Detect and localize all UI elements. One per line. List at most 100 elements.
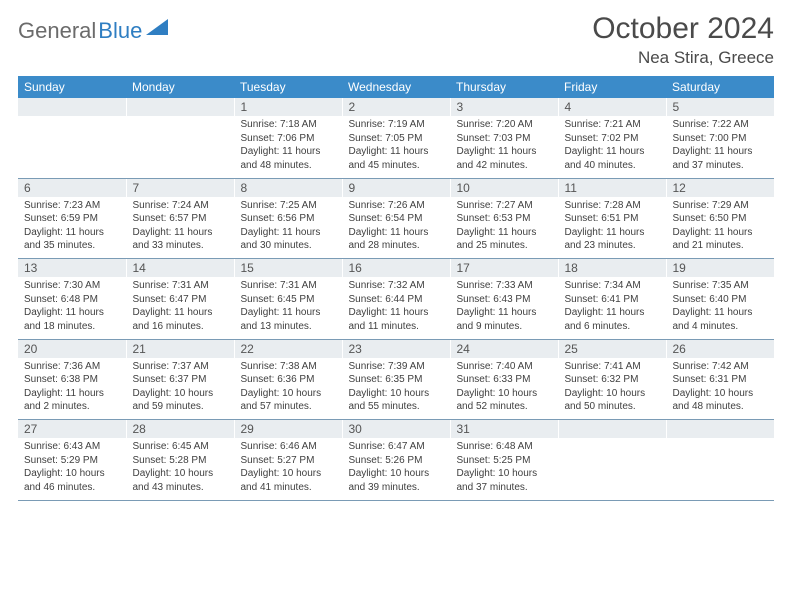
day-detail-cell: Sunrise: 7:28 AMSunset: 6:51 PMDaylight:… [558, 197, 666, 259]
day2-text: and 41 minutes. [241, 481, 336, 495]
sunrise-text: Sunrise: 7:32 AM [349, 279, 444, 293]
day-detail-cell: Sunrise: 6:43 AMSunset: 5:29 PMDaylight:… [18, 438, 126, 500]
sunrise-text: Sunrise: 7:26 AM [349, 199, 444, 213]
day2-text: and 55 minutes. [349, 400, 444, 414]
day2-text: and 9 minutes. [457, 320, 552, 334]
logo-triangle-icon [146, 19, 168, 35]
day2-text: and 28 minutes. [349, 239, 444, 253]
day2-text: and 40 minutes. [565, 159, 660, 173]
day1-text: Daylight: 11 hours [349, 226, 444, 240]
day-number-cell: 7 [126, 178, 234, 197]
day2-text: and 42 minutes. [457, 159, 552, 173]
day1-text: Daylight: 10 hours [241, 387, 336, 401]
day-number-cell: 30 [342, 420, 450, 439]
day1-text: Daylight: 10 hours [24, 467, 120, 481]
day-number-cell: 6 [18, 178, 126, 197]
day-detail-cell: Sunrise: 6:45 AMSunset: 5:28 PMDaylight:… [126, 438, 234, 500]
day1-text: Daylight: 10 hours [673, 387, 769, 401]
sunrise-text: Sunrise: 7:34 AM [565, 279, 660, 293]
sunset-text: Sunset: 6:44 PM [349, 293, 444, 307]
sunrise-text: Sunrise: 7:19 AM [349, 118, 444, 132]
sunset-text: Sunset: 5:25 PM [457, 454, 552, 468]
day-number-cell: 21 [126, 339, 234, 358]
sunset-text: Sunset: 6:43 PM [457, 293, 552, 307]
dow-tue: Tuesday [234, 76, 342, 98]
title-block: October 2024 Nea Stira, Greece [592, 12, 774, 68]
day2-text: and 35 minutes. [24, 239, 120, 253]
day-detail-cell: Sunrise: 7:19 AMSunset: 7:05 PMDaylight:… [342, 116, 450, 178]
sunset-text: Sunset: 6:41 PM [565, 293, 660, 307]
day-number-cell: 31 [450, 420, 558, 439]
sunset-text: Sunset: 6:37 PM [133, 373, 228, 387]
day1-text: Daylight: 10 hours [133, 387, 228, 401]
sunset-text: Sunset: 6:35 PM [349, 373, 444, 387]
day-detail-cell: Sunrise: 7:22 AMSunset: 7:00 PMDaylight:… [666, 116, 774, 178]
day-number-cell [18, 98, 126, 116]
day-number-row: 2728293031 [18, 420, 774, 439]
day1-text: Daylight: 10 hours [241, 467, 336, 481]
day1-text: Daylight: 11 hours [673, 306, 769, 320]
day2-text: and 43 minutes. [133, 481, 228, 495]
day-detail-cell [558, 438, 666, 500]
day2-text: and 37 minutes. [673, 159, 769, 173]
day-detail-row: Sunrise: 7:36 AMSunset: 6:38 PMDaylight:… [18, 358, 774, 420]
sunrise-text: Sunrise: 7:24 AM [133, 199, 228, 213]
day-detail-cell: Sunrise: 7:37 AMSunset: 6:37 PMDaylight:… [126, 358, 234, 420]
day1-text: Daylight: 10 hours [457, 387, 552, 401]
day2-text: and 21 minutes. [673, 239, 769, 253]
day-number-cell: 28 [126, 420, 234, 439]
sunset-text: Sunset: 6:38 PM [24, 373, 120, 387]
dow-sun: Sunday [18, 76, 126, 98]
day-detail-cell: Sunrise: 7:18 AMSunset: 7:06 PMDaylight:… [234, 116, 342, 178]
day1-text: Daylight: 10 hours [565, 387, 660, 401]
day-number-cell: 8 [234, 178, 342, 197]
title-location: Nea Stira, Greece [592, 48, 774, 68]
sunrise-text: Sunrise: 7:35 AM [673, 279, 769, 293]
day-number-row: 6789101112 [18, 178, 774, 197]
day-number-cell: 27 [18, 420, 126, 439]
sunrise-text: Sunrise: 7:31 AM [241, 279, 336, 293]
day-number-row: 20212223242526 [18, 339, 774, 358]
sunrise-text: Sunrise: 6:46 AM [241, 440, 336, 454]
day2-text: and 50 minutes. [565, 400, 660, 414]
day2-text: and 33 minutes. [133, 239, 228, 253]
sunrise-text: Sunrise: 6:43 AM [24, 440, 120, 454]
day-detail-cell: Sunrise: 7:41 AMSunset: 6:32 PMDaylight:… [558, 358, 666, 420]
day1-text: Daylight: 11 hours [24, 306, 120, 320]
logo-text-general: General [18, 18, 96, 44]
day1-text: Daylight: 11 hours [24, 226, 120, 240]
day1-text: Daylight: 11 hours [565, 145, 660, 159]
day-detail-cell: Sunrise: 7:30 AMSunset: 6:48 PMDaylight:… [18, 277, 126, 339]
day-detail-cell [666, 438, 774, 500]
day2-text: and 37 minutes. [457, 481, 552, 495]
day1-text: Daylight: 11 hours [673, 226, 769, 240]
day-detail-row: Sunrise: 6:43 AMSunset: 5:29 PMDaylight:… [18, 438, 774, 500]
day1-text: Daylight: 10 hours [349, 387, 444, 401]
day-number-cell: 14 [126, 259, 234, 278]
calendar-page: GeneralBlue October 2024 Nea Stira, Gree… [0, 0, 792, 513]
day-detail-cell: Sunrise: 7:26 AMSunset: 6:54 PMDaylight:… [342, 197, 450, 259]
sunrise-text: Sunrise: 7:25 AM [241, 199, 336, 213]
dow-thu: Thursday [450, 76, 558, 98]
sunrise-text: Sunrise: 7:33 AM [457, 279, 552, 293]
day-detail-cell: Sunrise: 7:29 AMSunset: 6:50 PMDaylight:… [666, 197, 774, 259]
day-detail-cell: Sunrise: 7:23 AMSunset: 6:59 PMDaylight:… [18, 197, 126, 259]
day2-text: and 48 minutes. [241, 159, 336, 173]
day1-text: Daylight: 11 hours [133, 306, 228, 320]
day2-text: and 11 minutes. [349, 320, 444, 334]
sunset-text: Sunset: 6:56 PM [241, 212, 336, 226]
day-number-cell: 19 [666, 259, 774, 278]
day-detail-cell: Sunrise: 7:33 AMSunset: 6:43 PMDaylight:… [450, 277, 558, 339]
sunrise-text: Sunrise: 6:47 AM [349, 440, 444, 454]
logo: GeneralBlue [18, 12, 168, 44]
sunrise-text: Sunrise: 7:22 AM [673, 118, 769, 132]
sunset-text: Sunset: 6:59 PM [24, 212, 120, 226]
day-number-cell: 24 [450, 339, 558, 358]
day2-text: and 6 minutes. [565, 320, 660, 334]
day1-text: Daylight: 11 hours [349, 145, 444, 159]
sunset-text: Sunset: 7:06 PM [241, 132, 336, 146]
sunrise-text: Sunrise: 7:23 AM [24, 199, 120, 213]
sunset-text: Sunset: 7:00 PM [673, 132, 769, 146]
day-detail-cell: Sunrise: 7:21 AMSunset: 7:02 PMDaylight:… [558, 116, 666, 178]
day2-text: and 39 minutes. [349, 481, 444, 495]
